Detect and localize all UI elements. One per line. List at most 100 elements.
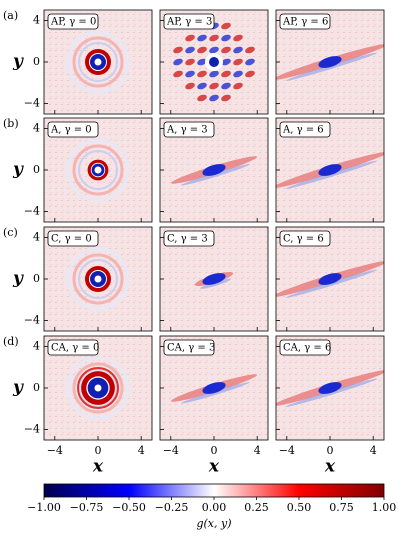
- annotation-box: [47, 121, 99, 138]
- core: [318, 56, 342, 68]
- lobe: [221, 34, 231, 42]
- annotation-box: [163, 230, 215, 247]
- y-axis-label: y: [12, 52, 24, 72]
- ring: [66, 30, 130, 94]
- y-tick-label: 4: [33, 121, 40, 134]
- annotation-box: [279, 230, 331, 247]
- core: [202, 382, 226, 394]
- lobe: [185, 82, 195, 90]
- x-tick-label: −4: [47, 444, 63, 457]
- panel-label: AP, γ = 0: [50, 17, 96, 28]
- ring: [72, 36, 124, 88]
- y-tick-label: 0: [33, 163, 40, 176]
- x-axis-label: x: [208, 457, 220, 477]
- core: [318, 273, 342, 285]
- lobe: [233, 34, 243, 42]
- ring: [66, 356, 130, 420]
- ring: [78, 42, 118, 82]
- row-label: (d): [3, 335, 19, 348]
- ring: [72, 362, 124, 414]
- x-tick-label: −4: [163, 444, 179, 457]
- y-tick-label: 4: [33, 230, 40, 243]
- lobe: [221, 58, 231, 66]
- annotation-box: [279, 13, 331, 30]
- y-tick-label: −4: [24, 97, 40, 110]
- panel-label: C, γ = 3: [167, 234, 208, 245]
- lobe: [209, 70, 219, 78]
- core: [94, 384, 102, 392]
- y-tick-label: −4: [24, 205, 40, 218]
- row-label: (b): [3, 117, 19, 130]
- colorbar-tick-label: −0.50: [112, 501, 146, 514]
- lobe: [233, 46, 243, 54]
- ring: [78, 259, 118, 299]
- core: [318, 164, 342, 176]
- ring: [66, 247, 130, 311]
- annotation-box: [163, 13, 215, 30]
- core: [209, 57, 219, 67]
- core: [202, 164, 226, 176]
- ring: [77, 367, 119, 409]
- lobe: [221, 82, 231, 90]
- colorbar-tick-label: 0.50: [287, 501, 312, 514]
- y-tick-label: 4: [33, 339, 40, 352]
- lobe: [221, 46, 231, 54]
- y-tick-label: 0: [33, 55, 40, 68]
- lobe: [197, 58, 207, 66]
- lobe: [209, 82, 219, 90]
- panel-label: AP, γ = 6: [282, 17, 328, 28]
- lobe: [209, 46, 219, 54]
- lobe: [233, 82, 243, 90]
- lobe: [185, 70, 195, 78]
- panel-label: C, γ = 6: [283, 234, 324, 245]
- core: [202, 273, 226, 285]
- ring: [72, 144, 124, 196]
- core: [94, 58, 102, 66]
- annotation-box: [279, 339, 331, 356]
- lobe: [221, 22, 231, 30]
- x-tick-label: 0: [95, 444, 102, 457]
- lobe: [173, 58, 183, 66]
- lobe: [221, 94, 231, 102]
- core: [318, 382, 342, 394]
- annotation-box: [47, 13, 99, 30]
- y-axis-label: y: [12, 378, 24, 398]
- lobe: [209, 94, 219, 102]
- lobe: [233, 70, 243, 78]
- heatmap: [44, 227, 152, 331]
- colorbar-tick-label: −0.75: [70, 501, 104, 514]
- x-axis-label: x: [324, 457, 336, 477]
- colorbar-tick-label: 0.00: [202, 501, 227, 514]
- panel-label: C, γ = 0: [51, 234, 92, 245]
- y-tick-label: 0: [33, 381, 40, 394]
- ring: [78, 150, 118, 190]
- lobe: [245, 46, 255, 54]
- x-tick-label: 4: [370, 444, 377, 457]
- y-tick-label: 0: [33, 272, 40, 285]
- heatmap: [44, 336, 152, 440]
- panel-label: A, γ = 6: [282, 125, 324, 136]
- lobe: [173, 46, 183, 54]
- panel-label: A, γ = 0: [50, 125, 92, 136]
- heatmap: [276, 10, 384, 114]
- y-axis-label: y: [12, 160, 24, 180]
- ring: [66, 138, 130, 202]
- colorbar-tick-label: −1.00: [27, 501, 61, 514]
- lobe: [245, 58, 255, 66]
- x-tick-label: 4: [138, 444, 145, 457]
- panel-label: CA, γ = 3: [167, 343, 215, 354]
- x-axis-label: x: [92, 457, 104, 477]
- lobe: [197, 34, 207, 42]
- row-label: (c): [3, 226, 18, 239]
- annotation-box: [163, 339, 215, 356]
- panel-label: AP, γ = 3: [166, 17, 212, 28]
- annotation-box: [163, 121, 215, 138]
- lobe: [197, 70, 207, 78]
- annotation-box: [47, 230, 99, 247]
- core: [94, 166, 102, 174]
- lobe: [185, 46, 195, 54]
- colorbar-tick-label: 0.75: [329, 501, 354, 514]
- x-tick-label: 0: [327, 444, 334, 457]
- panel-label: CA, γ = 6: [283, 343, 331, 354]
